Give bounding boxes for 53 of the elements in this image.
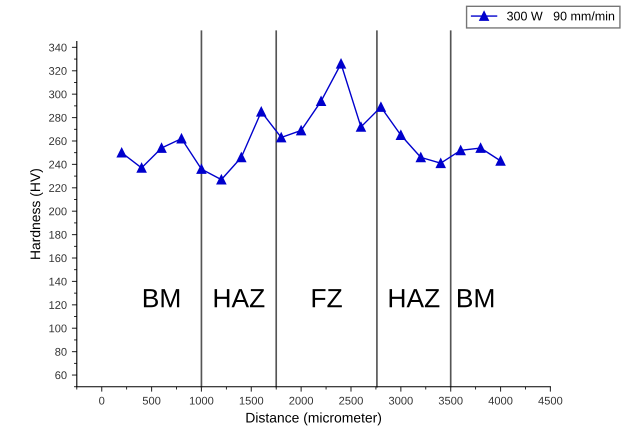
x-tick-label: 2500 [339, 396, 363, 405]
x-tick-label: 3000 [388, 396, 413, 405]
x-tick-label: 1500 [240, 396, 264, 405]
y-tick-label: 340 [48, 44, 67, 52]
y-tick-label: 120 [49, 301, 67, 309]
annotation: FZ [312, 289, 342, 308]
y-tick-label: 280 [49, 114, 67, 122]
point [396, 130, 406, 140]
x-tick-label: 2000 [289, 396, 314, 405]
point [436, 158, 446, 168]
y-tick-label: 180 [49, 230, 67, 239]
point [456, 145, 466, 156]
y-axis-title: Hardness (HV) [30, 169, 43, 259]
annotation: BM [458, 289, 494, 308]
y-tick-label: 240 [49, 160, 67, 169]
point [116, 148, 127, 158]
y-tick-label: 300 [48, 90, 67, 98]
point [196, 164, 206, 174]
y-tick-label: 100 [49, 324, 67, 332]
point [216, 174, 226, 184]
point [136, 163, 146, 173]
legend-label: 300 W 90 mm/min [507, 11, 614, 21]
annotation: BM [144, 289, 180, 308]
y-tick-label: 220 [49, 184, 67, 192]
y-tick-label: 140 [49, 278, 67, 286]
point [276, 132, 286, 142]
point [256, 106, 266, 117]
y-tick-label: 80 [55, 348, 67, 356]
y-tick-label: 160 [49, 254, 67, 262]
point [416, 152, 426, 162]
y-tick-label: 60 [55, 371, 67, 380]
x-tick-label: 3500 [438, 396, 463, 405]
y-tick-label: 200 [49, 207, 67, 216]
point [496, 156, 506, 166]
annotation: HAZ [390, 289, 440, 308]
point [376, 102, 386, 112]
point [156, 143, 166, 153]
point [476, 143, 486, 153]
annotation: HAZ [214, 289, 264, 308]
point [296, 126, 306, 136]
x-tick-label: 4000 [488, 396, 512, 405]
x-tick-label: 4500 [538, 396, 562, 405]
y-tick-label: 260 [49, 137, 67, 146]
x-tick-label: 1000 [190, 396, 214, 405]
point [356, 122, 366, 132]
x-tick-label: 0 [99, 396, 104, 405]
y-tick-label: 320 [48, 67, 67, 75]
point [236, 152, 246, 162]
x-tick-label: 500 [142, 396, 160, 405]
point [336, 58, 346, 69]
point [176, 134, 186, 144]
point [316, 96, 326, 106]
x-axis-title: Distance (micrometer) [246, 412, 382, 426]
